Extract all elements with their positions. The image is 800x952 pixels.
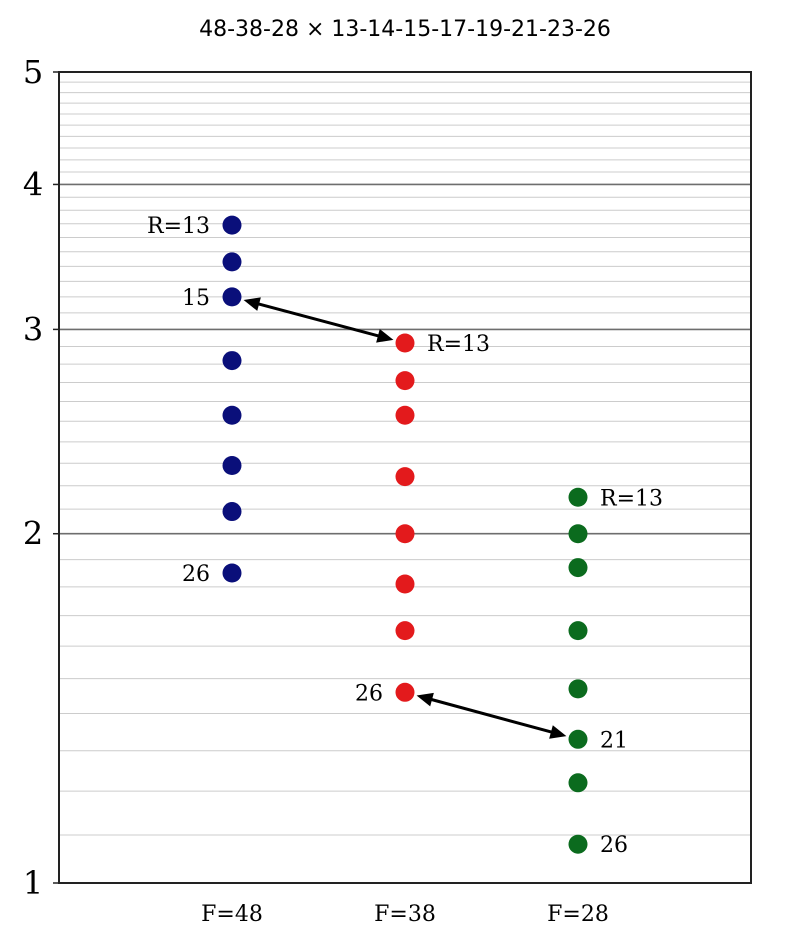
arrow-head [376, 329, 394, 343]
point-labels: R=13 15 26 R=13 26 R=13 21 26 [147, 214, 663, 858]
shift-arrow [243, 297, 394, 343]
data-point [222, 215, 242, 235]
y-tick-label: 2 [23, 515, 43, 553]
data-point [568, 679, 588, 699]
point-label: 26 [182, 562, 210, 587]
y-tick-label: 3 [23, 310, 43, 348]
data-point [222, 563, 242, 583]
data-point [395, 682, 415, 702]
data-point [395, 333, 415, 353]
data-point [222, 252, 242, 272]
y-tick-label: 4 [23, 165, 43, 203]
shift-arrow [416, 692, 567, 739]
data-point [395, 467, 415, 487]
data-point [395, 524, 415, 544]
point-label: R=13 [600, 486, 663, 511]
point-label: 15 [182, 286, 210, 311]
arrow-head [243, 297, 261, 311]
data-point [222, 502, 242, 522]
data-point [568, 558, 588, 578]
x-axis-ticks: F=48 F=38 F=28 [201, 902, 609, 927]
data-point [568, 834, 588, 854]
data-point [222, 287, 242, 307]
data-point [395, 574, 415, 594]
x-tick-label: F=48 [201, 902, 263, 927]
grid-lines [59, 81, 751, 836]
arrow-shaft [429, 697, 554, 734]
y-tick-label: 1 [23, 864, 43, 902]
data-point [222, 455, 242, 475]
arrow-head [549, 725, 567, 739]
data-point [395, 621, 415, 641]
data-points [222, 215, 588, 854]
point-label: 21 [600, 728, 628, 753]
data-point [568, 487, 588, 507]
point-label: R=13 [427, 332, 490, 357]
shift-arrows [243, 297, 567, 739]
point-label: R=13 [147, 214, 210, 239]
plot-frame [58, 71, 752, 884]
arrow-shaft [256, 302, 381, 338]
data-point [568, 524, 588, 544]
data-point [568, 729, 588, 749]
data-point [568, 773, 588, 793]
x-tick-label: F=38 [374, 902, 436, 927]
arrow-head [416, 692, 434, 707]
data-point [395, 371, 415, 391]
data-point [568, 621, 588, 641]
y-axis-ticks: 1 2 3 4 5 [23, 53, 59, 902]
point-label: 26 [600, 833, 628, 858]
y-tick-label: 5 [23, 53, 43, 91]
point-label: 26 [355, 681, 383, 706]
chart-title: 48-38-28 × 13-14-15-17-19-21-23-26 [199, 17, 611, 42]
data-point [222, 405, 242, 425]
x-tick-label: F=28 [547, 902, 609, 927]
data-point [222, 351, 242, 371]
data-point [395, 405, 415, 425]
